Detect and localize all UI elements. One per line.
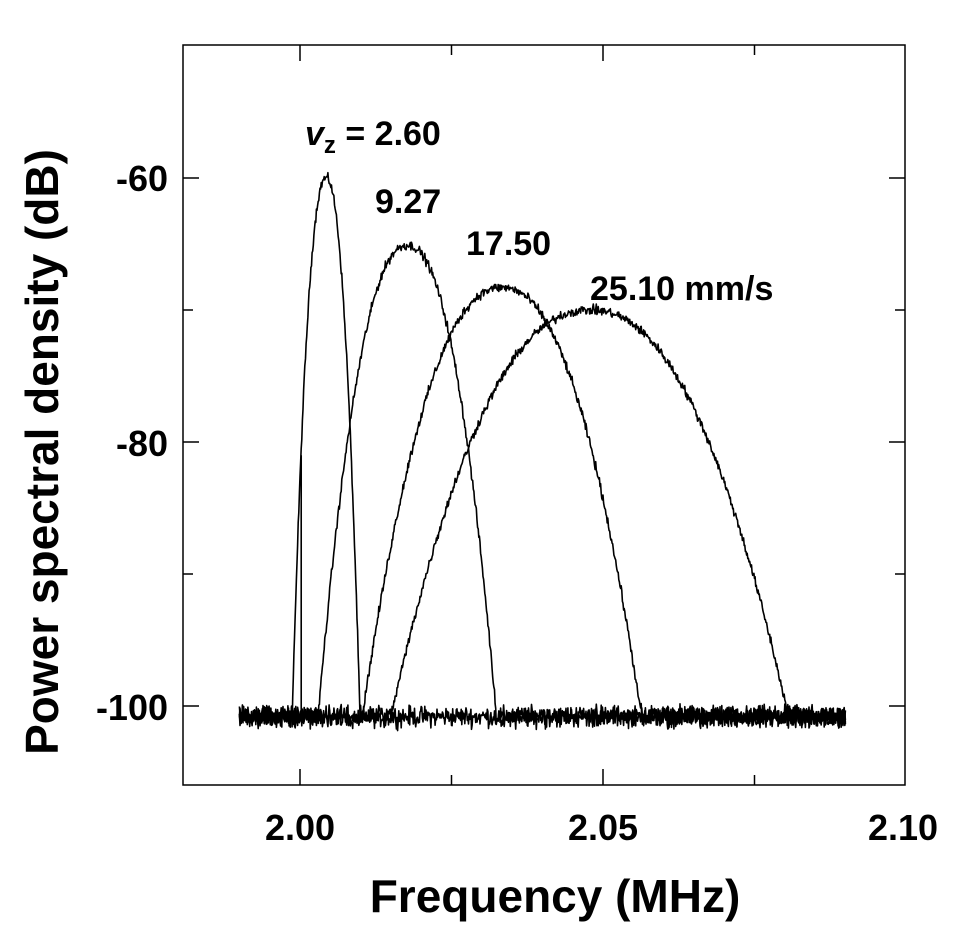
annotation-9-27: 9.27 (375, 183, 441, 221)
psd-trace-25-10 (238, 303, 847, 730)
annotation-25-10: 25.10 mm/s (590, 270, 773, 308)
psd-trace-17-50 (238, 283, 847, 730)
x-axis-label: Frequency (MHz) (370, 870, 741, 922)
plot-frame (182, 44, 906, 786)
annotation-vz-symbol: v (305, 115, 326, 153)
y-axis-label: Power spectral density (dB) (16, 149, 68, 755)
psd-trace-9-27 (238, 241, 847, 730)
x-tick-label-0: 2.00 (265, 807, 335, 848)
x-tick-label-2: 2.10 (868, 807, 938, 848)
annotation-vz-subscript: z (324, 132, 336, 159)
annotation-17-50: 17.50 (466, 225, 551, 263)
y-tick-label-0: -60 (116, 158, 168, 199)
x-tick-label-1: 2.05 (568, 807, 638, 848)
y-tick-label-1: -80 (116, 423, 168, 464)
tick-marks (183, 45, 905, 785)
y-tick-label-2: -100 (96, 687, 168, 728)
annotation-vz-2-60: vz = 2.60 (305, 115, 441, 159)
annotation-vz-value: = 2.60 (336, 115, 441, 153)
psd-traces (238, 171, 847, 732)
